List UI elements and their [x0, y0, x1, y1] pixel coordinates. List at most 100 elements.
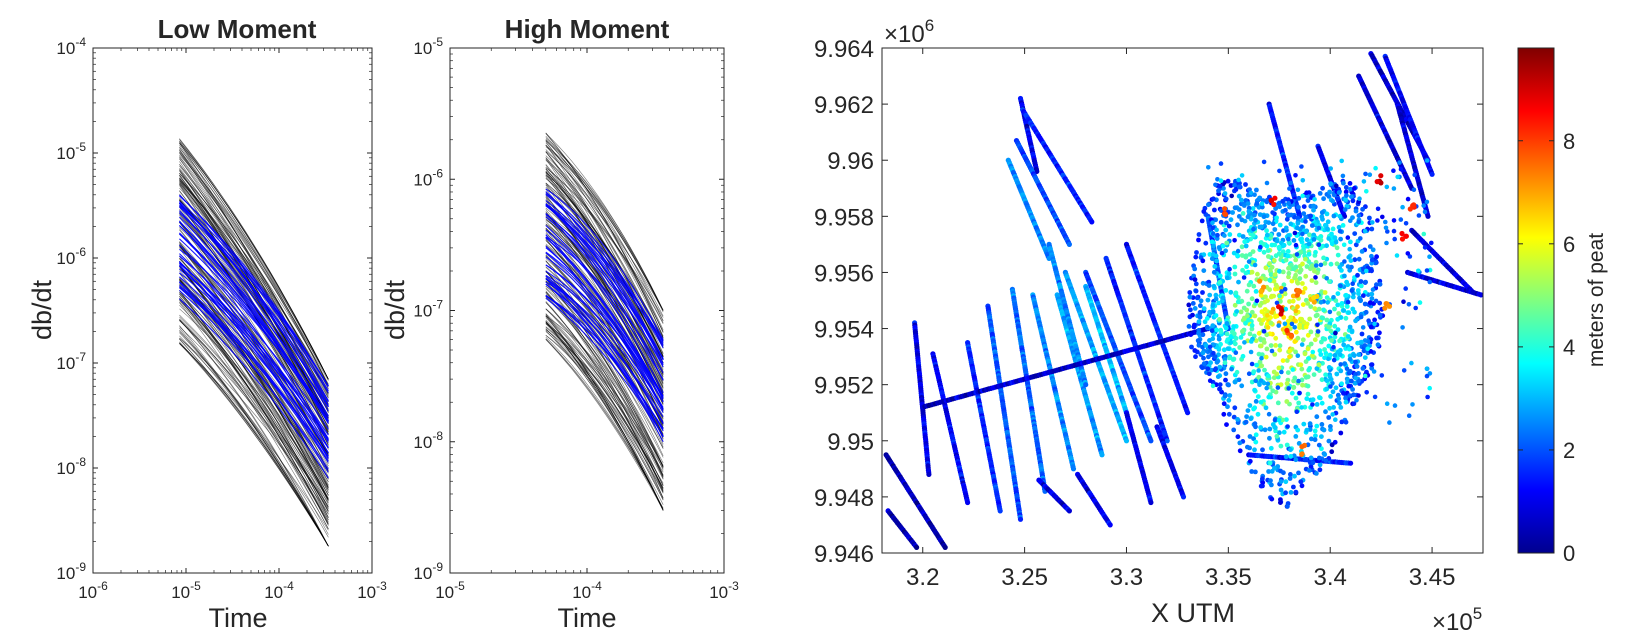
peat-point — [1317, 467, 1323, 473]
peat-point — [1400, 325, 1405, 330]
peat-point — [1281, 242, 1287, 248]
peat-point — [1289, 321, 1295, 327]
peat-point — [1228, 289, 1234, 295]
peat-point — [1313, 313, 1319, 319]
peat-point — [1148, 438, 1154, 444]
high-moment-highlighted-curve — [545, 283, 664, 418]
peat-map-x-tick-label: 3.2 — [906, 564, 939, 591]
peat-point — [1424, 158, 1430, 163]
peat-point — [1230, 357, 1236, 362]
high-moment-y-tick-base: 10 — [413, 302, 432, 321]
peat-point — [1316, 442, 1322, 448]
peat-point — [1252, 447, 1257, 453]
peat-point — [1332, 306, 1337, 312]
peat-point — [1300, 193, 1305, 199]
peat-point — [1295, 353, 1301, 359]
peat-point — [1269, 310, 1274, 315]
peat-point — [1217, 364, 1223, 370]
peat-point — [1322, 347, 1327, 352]
peat-point — [1211, 196, 1216, 201]
peat-point — [1304, 264, 1310, 269]
peat-point — [1330, 412, 1335, 417]
peat-point — [1195, 338, 1201, 343]
peat-point — [1254, 362, 1259, 368]
peat-point — [1274, 238, 1280, 244]
peat-point — [1294, 409, 1300, 415]
peat-point — [1295, 280, 1301, 286]
low-moment-highlighted-curve — [179, 261, 329, 448]
peat-point — [1186, 324, 1192, 329]
peat-point — [1210, 336, 1216, 342]
peat-point — [1209, 328, 1215, 334]
peat-point — [1185, 410, 1191, 416]
peat-point — [1342, 273, 1347, 279]
high-moment-y-tick-base: 10 — [413, 564, 432, 583]
peat-point — [1344, 279, 1349, 285]
peat-point — [1217, 386, 1222, 392]
peat-point — [1312, 337, 1318, 343]
peat-point — [1300, 178, 1306, 183]
peat-point — [1243, 419, 1249, 425]
peat-point — [1319, 434, 1324, 439]
peat-point — [1190, 312, 1195, 318]
peat-point — [1372, 317, 1377, 323]
peat-point — [1293, 329, 1299, 335]
peat-point — [1360, 206, 1365, 212]
peat-map-y-tick-label: 9.962 — [814, 92, 874, 119]
peat-point — [1401, 368, 1407, 373]
peat-point — [1317, 462, 1323, 468]
high-moment-ensemble-curve — [545, 132, 664, 311]
peat-point — [1375, 342, 1381, 348]
peat-point — [1215, 232, 1220, 238]
peat-point — [1284, 399, 1290, 404]
peat-point — [1235, 222, 1240, 228]
peat-point — [1358, 297, 1363, 303]
low-moment-ensemble-curve — [179, 337, 329, 538]
low-moment-highlighted-curve — [179, 290, 329, 470]
peat-point — [1271, 258, 1277, 263]
peat-point — [1375, 206, 1381, 212]
peat-point — [1291, 238, 1297, 243]
peat-point — [1427, 385, 1432, 391]
peat-point — [1273, 343, 1278, 348]
peat-point — [1324, 276, 1329, 281]
colorbar-tick-label: 2 — [1563, 438, 1575, 463]
high-moment-x-tick-base: 10 — [572, 583, 591, 602]
high-moment-ensemble-curve — [545, 155, 664, 311]
peat-point — [1214, 227, 1219, 233]
high-moment-y-tick-exp: -7 — [432, 298, 443, 312]
peat-point — [1331, 213, 1337, 219]
peat-point — [1258, 244, 1263, 250]
low-moment-y-tick-base: 10 — [56, 144, 75, 163]
peat-point — [1337, 229, 1343, 234]
peat-point — [1196, 330, 1201, 336]
peat-point — [1335, 291, 1341, 296]
peat-point — [1209, 239, 1215, 245]
high-moment-highlighted-curve — [545, 256, 664, 411]
low-moment-x-tick-label: 10-4 — [264, 579, 294, 602]
peat-point — [1360, 366, 1366, 371]
peat-point — [1337, 213, 1343, 219]
high-moment-highlighted-curve — [545, 281, 664, 413]
peat-map-xlabel: X UTM — [1151, 598, 1235, 628]
high-moment-highlighted-curve — [545, 252, 664, 402]
peat-point — [1300, 261, 1305, 267]
colorbar-label: meters of peat — [1585, 233, 1608, 367]
peat-point — [1364, 268, 1369, 274]
peat-point — [1276, 365, 1282, 371]
peat-point — [1358, 236, 1363, 241]
peat-point — [1205, 366, 1211, 372]
peat-point — [1305, 301, 1311, 306]
peat-point — [1333, 385, 1339, 391]
peat-point — [1198, 303, 1203, 309]
peat-point — [1369, 296, 1375, 301]
peat-point — [1283, 490, 1288, 496]
peat-point — [1244, 264, 1249, 270]
peat-point — [1231, 324, 1236, 329]
peat-point — [1297, 322, 1303, 328]
peat-point — [1367, 300, 1373, 306]
peat-point — [1288, 333, 1294, 339]
peat-point — [1306, 241, 1312, 247]
high-moment-ensemble-curve — [545, 334, 664, 499]
